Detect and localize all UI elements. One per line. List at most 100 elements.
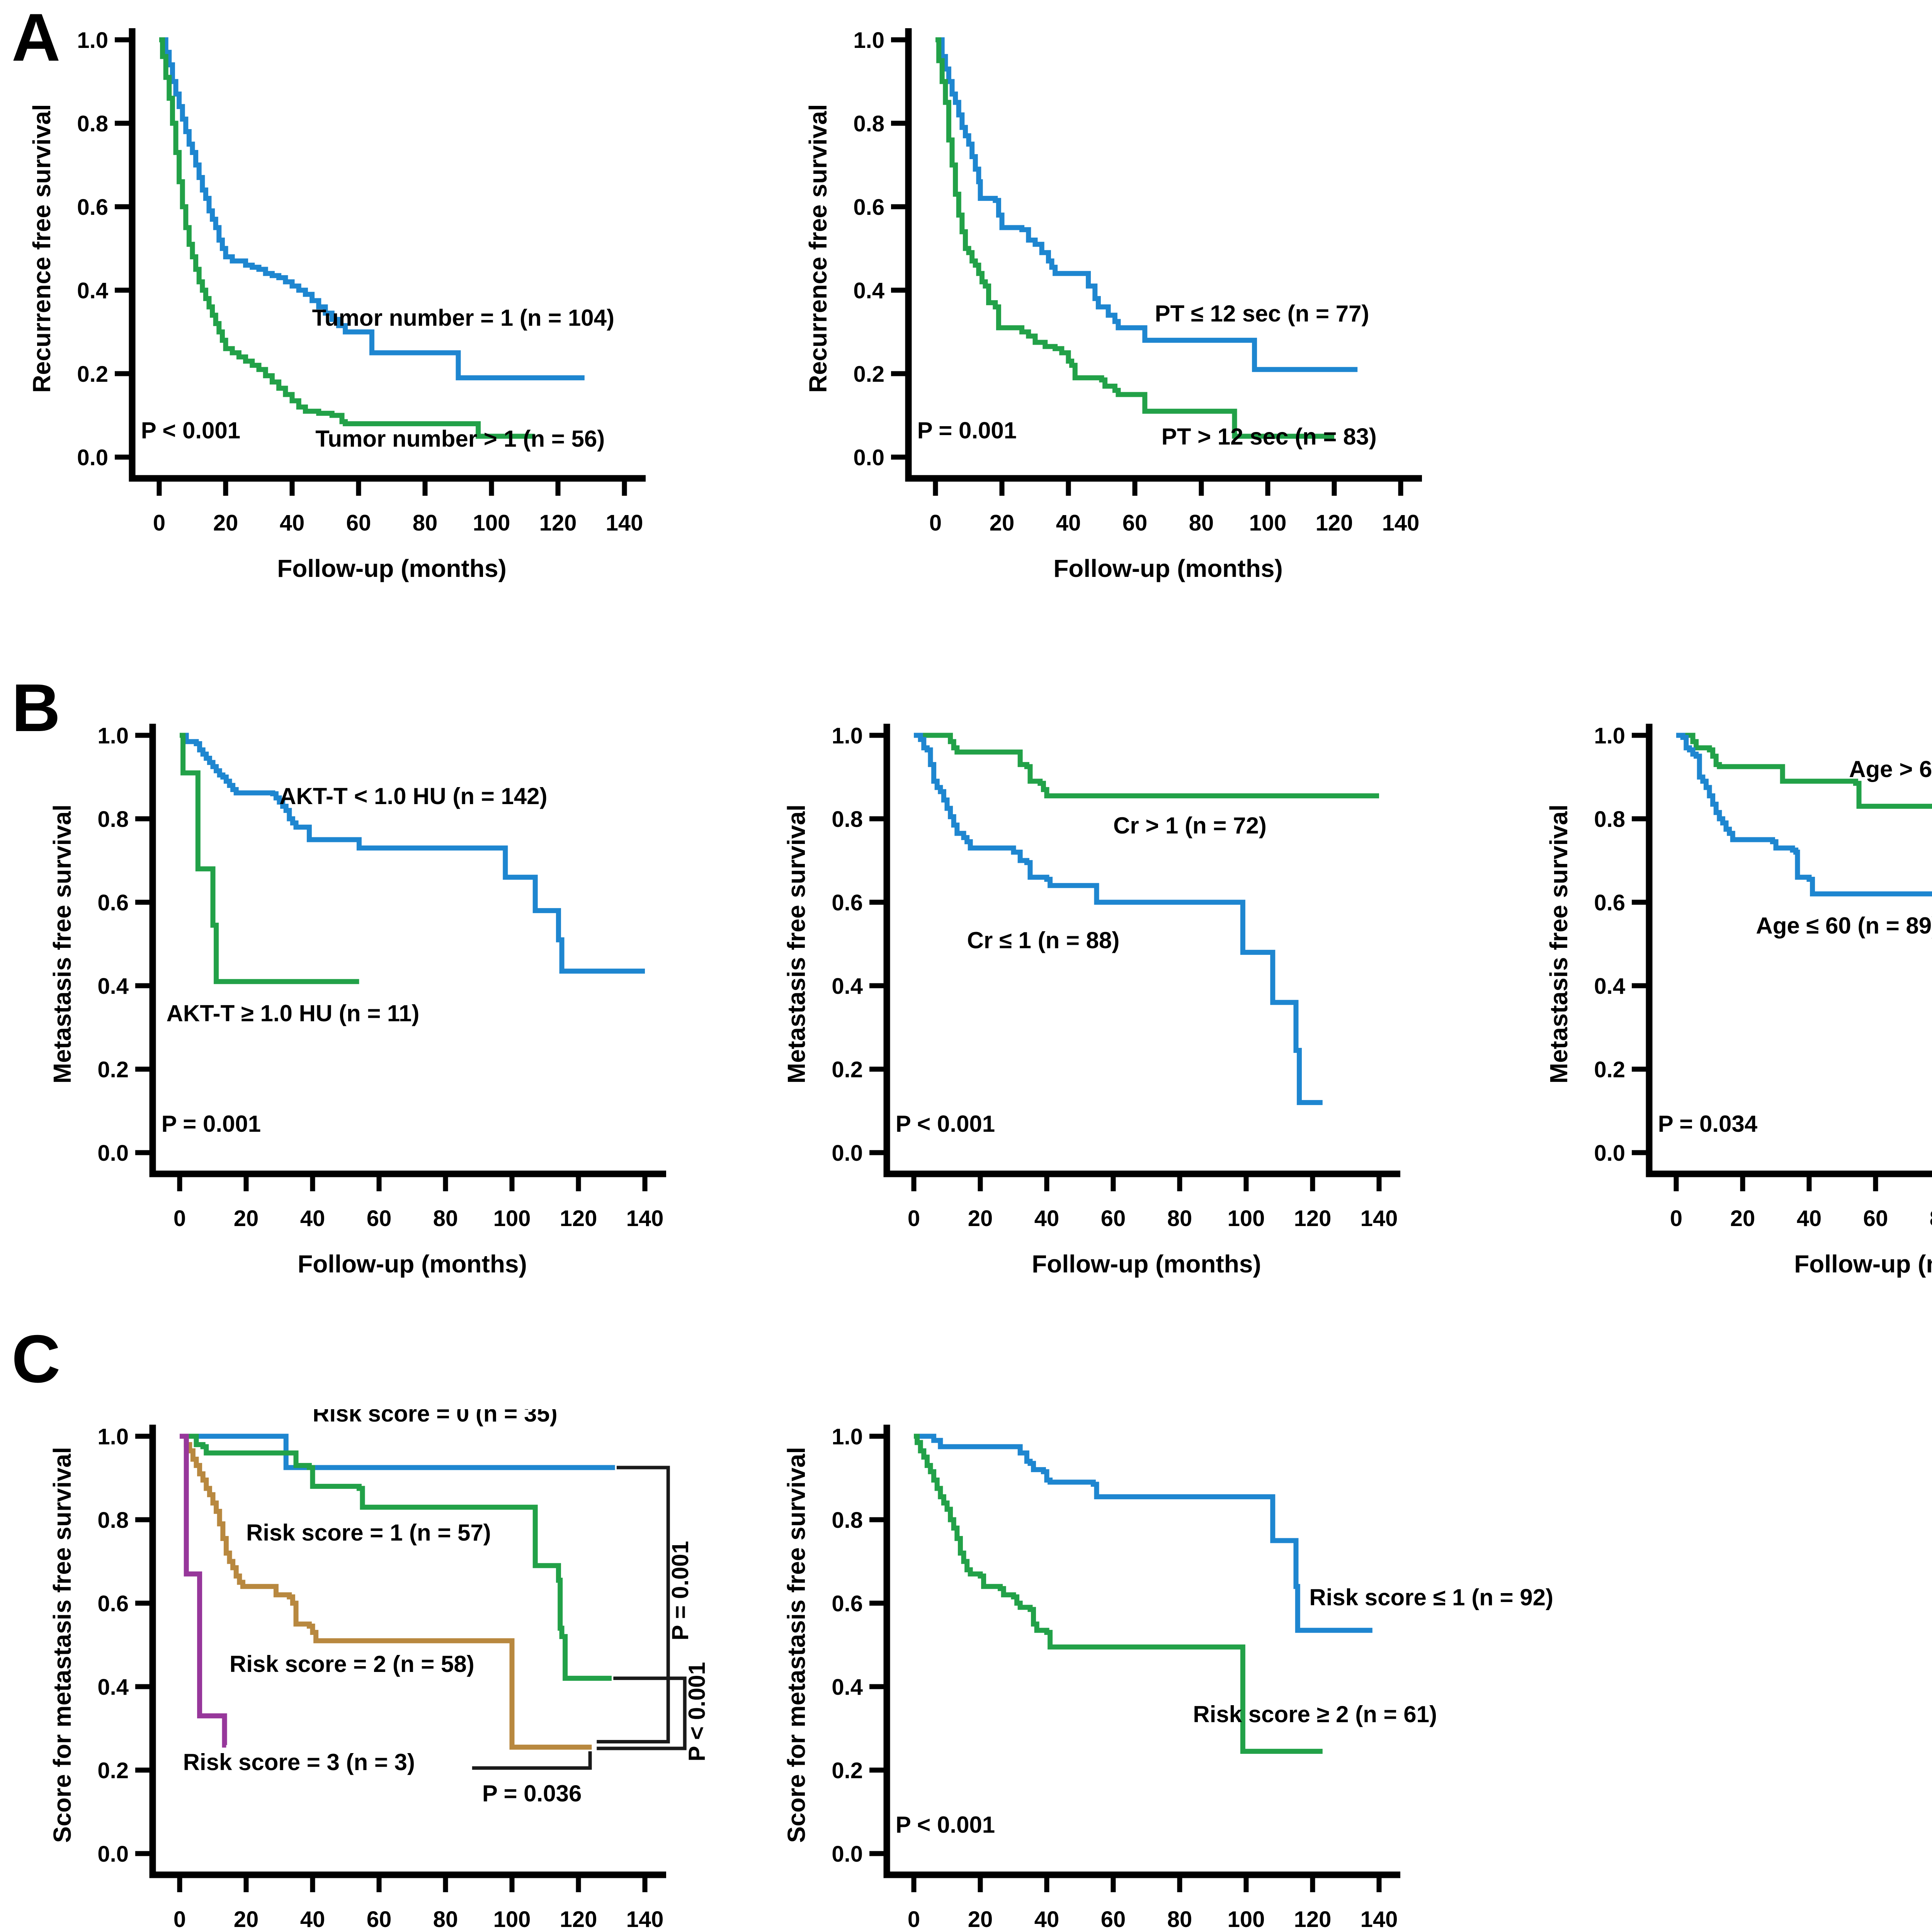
bracket-risk3-vs-risk2	[472, 1751, 592, 1770]
x-tick-label: 80	[1167, 1206, 1192, 1231]
y-tick-label: 0.0	[853, 445, 884, 470]
km-curve-green	[914, 1434, 1323, 1754]
x-tick-label: 20	[990, 510, 1015, 536]
series-label: Age ≤ 60 (n = 89)	[1756, 913, 1932, 939]
x-axis-title: Follow-up (months)	[277, 554, 507, 582]
x-tick-label: 140	[1382, 510, 1420, 536]
x-tick-label: 100	[493, 1907, 531, 1932]
series-label: Risk score = 3 (n = 3)	[183, 1749, 415, 1775]
km-chart-recurrence-pt: 0.0 0.2 0.4 0.6 0.8 1.0 0 20 40 60 80 100 120 140 Recu…	[804, 28, 1422, 582]
km-curve-blue	[914, 1434, 1372, 1633]
km-curve-purple	[180, 1434, 227, 1748]
series-label: Cr > 1 (n = 72)	[1113, 813, 1267, 838]
km-chart-metastasis-cr: 0.0 0.2 0.4 0.6 0.8 1.0 0 20 40 60 80 100 120 140 Meta…	[782, 723, 1400, 1278]
x-tick-label: 80	[433, 1206, 458, 1231]
series-label: Risk score = 0 (n = 35)	[313, 1409, 558, 1427]
series-label: Risk score = 1 (n = 57)	[246, 1520, 491, 1546]
y-tick-label: 1.0	[853, 28, 884, 53]
y-tick-label: 0.6	[832, 890, 863, 915]
series-label: Cr ≤ 1 (n = 88)	[967, 927, 1120, 953]
y-tick-label: 0.8	[832, 1508, 863, 1533]
x-tick-label: 0	[173, 1206, 186, 1231]
y-tick-label: 1.0	[832, 1424, 863, 1449]
y-tick-label: 0.0	[97, 1141, 129, 1166]
x-tick-label: 40	[1056, 510, 1081, 536]
series-label: Tumor number > 1 (n = 56)	[315, 426, 605, 452]
y-tick-label: 0.2	[853, 362, 884, 387]
series-label: AKT-T < 1.0 HU (n = 142)	[279, 783, 548, 809]
x-tick-label: 120	[1294, 1206, 1332, 1231]
panel-label-c: C	[12, 1321, 61, 1397]
km-curve-green	[935, 37, 1334, 439]
y-tick-label: 0.0	[97, 1842, 129, 1867]
y-axis-title: Metastasis free survival	[782, 804, 810, 1083]
x-tick-label: 40	[1034, 1206, 1060, 1231]
x-tick-label: 0	[929, 510, 942, 536]
x-tick-label: 20	[968, 1206, 993, 1231]
y-tick-label: 0.2	[832, 1057, 863, 1082]
y-tick-label: 0.2	[77, 362, 108, 387]
series-label: Risk score ≤ 1 (n = 92)	[1309, 1584, 1553, 1610]
panel-label-b: B	[12, 670, 61, 746]
x-tick-label: 20	[234, 1206, 259, 1231]
x-tick-label: 0	[908, 1907, 920, 1932]
p-value-label: P = 0.001	[917, 417, 1017, 443]
x-tick-label: 100	[1228, 1907, 1265, 1932]
x-tick-label: 80	[1167, 1907, 1192, 1932]
y-tick-label: 0.4	[853, 278, 884, 303]
y-axis-title: Score for metastasis free survival	[782, 1447, 810, 1843]
x-tick-label: 60	[367, 1907, 392, 1932]
y-tick-label: 1.0	[97, 723, 129, 748]
x-tick-label: 40	[300, 1907, 325, 1932]
x-axis-title: Follow-up (months)	[1794, 1250, 1932, 1278]
km-curve-blue	[914, 733, 1323, 1105]
y-tick-label: 0.6	[77, 195, 108, 220]
y-tick-label: 1.0	[77, 28, 108, 53]
km-chart-riskscore-4groups: 0.0 0.2 0.4 0.6 0.8 1.0 0 20 40 60 80 100 120 140 Scor…	[48, 1409, 710, 1932]
y-tick-label: 0.8	[1594, 807, 1625, 832]
y-tick-label: 0.6	[97, 890, 129, 915]
km-curve-green	[159, 37, 535, 439]
y-axis-title: Metastasis free survival	[48, 804, 76, 1083]
km-curve-green	[914, 733, 1379, 799]
x-tick-label: 60	[346, 510, 371, 536]
series-label: Risk score = 2 (n = 58)	[230, 1651, 474, 1677]
panel-label-a: A	[12, 0, 61, 75]
x-tick-label: 80	[1930, 1206, 1932, 1231]
series-label: PT ≤ 12 sec (n = 77)	[1155, 301, 1369, 327]
x-tick-label: 60	[1101, 1206, 1126, 1231]
x-tick-label: 40	[1034, 1907, 1060, 1932]
y-tick-label: 0.0	[77, 445, 108, 470]
km-chart-metastasis-aktt: 0.0 0.2 0.4 0.6 0.8 1.0 0 20 40 60 80 100 120 140 Meta…	[48, 723, 666, 1278]
p-value-label: P < 0.001	[141, 417, 240, 443]
y-tick-label: 0.0	[832, 1141, 863, 1166]
x-tick-label: 0	[153, 510, 165, 536]
x-tick-label: 140	[626, 1206, 664, 1231]
x-tick-label: 120	[560, 1206, 597, 1231]
y-tick-label: 0.6	[1594, 890, 1625, 915]
x-tick-label: 120	[539, 510, 577, 536]
km-curve-green	[1676, 733, 1932, 809]
y-tick-label: 0.6	[97, 1591, 129, 1616]
y-tick-label: 1.0	[97, 1424, 129, 1449]
x-tick-label: 60	[1101, 1907, 1126, 1932]
x-tick-label: 20	[234, 1907, 259, 1932]
y-tick-label: 0.8	[97, 1508, 129, 1533]
km-curve-blue	[159, 37, 585, 381]
y-tick-label: 0.4	[1594, 974, 1625, 999]
y-tick-label: 0.0	[832, 1842, 863, 1867]
p-value-label: P < 0.001	[896, 1812, 995, 1838]
x-tick-label: 120	[560, 1907, 597, 1932]
x-tick-label: 80	[433, 1907, 458, 1932]
x-tick-label: 40	[1797, 1206, 1822, 1231]
x-tick-label: 0	[1670, 1206, 1682, 1231]
x-axis-title: Follow-up (months)	[1053, 554, 1283, 582]
y-axis-title: Recurrence free survival	[804, 104, 832, 393]
km-curve-blue	[935, 37, 1358, 372]
y-tick-label: 0.4	[77, 278, 108, 303]
x-tick-label: 60	[1122, 510, 1148, 536]
x-tick-label: 0	[173, 1907, 186, 1932]
km-curve-tan	[180, 1434, 592, 1750]
p-value-label-rotated: P < 0.001	[684, 1662, 710, 1761]
